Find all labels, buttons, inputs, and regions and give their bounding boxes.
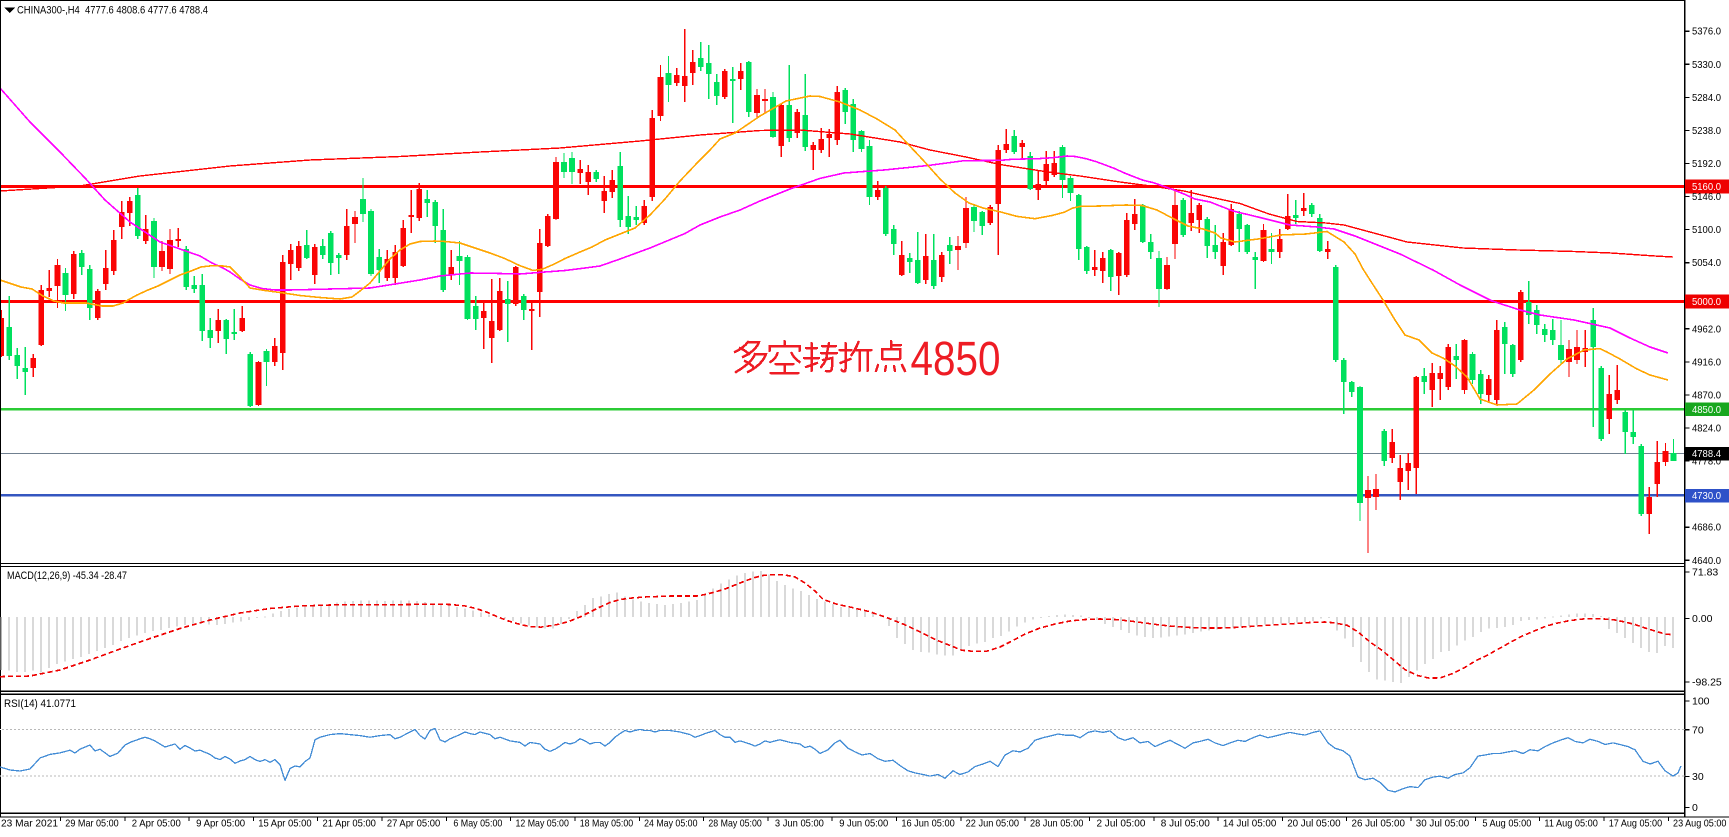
svg-text:5284.0: 5284.0 xyxy=(1692,92,1721,104)
svg-text:16 Jun 05:00: 16 Jun 05:00 xyxy=(901,818,955,830)
svg-text:5146.0: 5146.0 xyxy=(1692,191,1721,203)
svg-text:4824.0: 4824.0 xyxy=(1692,423,1721,435)
svg-text:8 Jul 05:00: 8 Jul 05:00 xyxy=(1161,818,1210,830)
svg-text:100: 100 xyxy=(1692,695,1710,707)
svg-text:4850.0: 4850.0 xyxy=(1692,404,1721,416)
svg-text:70: 70 xyxy=(1692,724,1704,736)
svg-text:11 Aug 05:00: 11 Aug 05:00 xyxy=(1544,818,1598,830)
svg-text:4640.0: 4640.0 xyxy=(1692,555,1721,567)
svg-text:CHINA300-,H4 4777.6 4808.6 47: CHINA300-,H4 4777.6 4808.6 4777.6 4788.4 xyxy=(17,5,208,17)
svg-text:5238.0: 5238.0 xyxy=(1692,125,1721,137)
svg-text:4788.4: 4788.4 xyxy=(1692,448,1721,460)
svg-text:MACD(12,26,9) -45.34 -28.47: MACD(12,26,9) -45.34 -28.47 xyxy=(7,570,127,582)
svg-text:0.00: 0.00 xyxy=(1692,613,1713,625)
svg-text:5 Aug 05:00: 5 Aug 05:00 xyxy=(1482,818,1531,830)
svg-text:0: 0 xyxy=(1692,802,1698,814)
svg-text:9 Apr 05:00: 9 Apr 05:00 xyxy=(196,818,245,830)
svg-text:4916.0: 4916.0 xyxy=(1692,356,1721,368)
svg-text:4870.0: 4870.0 xyxy=(1692,389,1721,401)
svg-text:9 Jun 05:00: 9 Jun 05:00 xyxy=(839,818,888,830)
svg-text:18 May 05:00: 18 May 05:00 xyxy=(580,818,634,830)
svg-text:17 Aug 05:00: 17 Aug 05:00 xyxy=(1609,818,1663,830)
svg-text:RSI(14) 41.0771: RSI(14) 41.0771 xyxy=(4,698,76,710)
svg-text:23 Mar 2021: 23 Mar 2021 xyxy=(1,818,58,830)
svg-text:29 Mar 05:00: 29 Mar 05:00 xyxy=(65,818,119,830)
svg-text:6 May 05:00: 6 May 05:00 xyxy=(453,818,502,830)
svg-text:22 Jun 05:00: 22 Jun 05:00 xyxy=(966,818,1020,830)
svg-text:5100.0: 5100.0 xyxy=(1692,224,1721,236)
svg-text:4730.0: 4730.0 xyxy=(1692,490,1721,502)
svg-text:21 Apr 05:00: 21 Apr 05:00 xyxy=(323,818,377,830)
svg-text:2 Jul 05:00: 2 Jul 05:00 xyxy=(1096,818,1145,830)
svg-text:14 Jul 05:00: 14 Jul 05:00 xyxy=(1223,818,1277,830)
svg-text:30 Jul 05:00: 30 Jul 05:00 xyxy=(1416,818,1470,830)
svg-text:2 Apr 05:00: 2 Apr 05:00 xyxy=(132,818,181,830)
svg-text:24 May 05:00: 24 May 05:00 xyxy=(644,818,698,830)
svg-text:26 Jul 05:00: 26 Jul 05:00 xyxy=(1352,818,1406,830)
svg-text:4778.0: 4778.0 xyxy=(1692,456,1721,468)
svg-text:5330.0: 5330.0 xyxy=(1692,59,1721,71)
svg-text:4686.0: 4686.0 xyxy=(1692,522,1721,534)
svg-text:5376.0: 5376.0 xyxy=(1692,26,1721,38)
svg-text:15 Apr 05:00: 15 Apr 05:00 xyxy=(258,818,312,830)
svg-text:-98.25: -98.25 xyxy=(1692,677,1722,689)
svg-text:30: 30 xyxy=(1692,771,1704,783)
svg-text:71.83: 71.83 xyxy=(1692,567,1718,579)
svg-text:20 Jul 05:00: 20 Jul 05:00 xyxy=(1287,818,1341,830)
svg-text:27 Apr 05:00: 27 Apr 05:00 xyxy=(387,818,441,830)
svg-text:4962.0: 4962.0 xyxy=(1692,323,1721,335)
svg-text:5192.0: 5192.0 xyxy=(1692,158,1721,170)
svg-text:5160.0: 5160.0 xyxy=(1692,181,1721,193)
svg-text:4850: 4850 xyxy=(911,333,1001,386)
svg-text:5000.0: 5000.0 xyxy=(1692,296,1721,308)
svg-text:23 Aug 05:00: 23 Aug 05:00 xyxy=(1673,818,1727,830)
svg-text:5054.0: 5054.0 xyxy=(1692,257,1721,269)
svg-text:28 May 05:00: 28 May 05:00 xyxy=(708,818,762,830)
svg-text:3 Jun 05:00: 3 Jun 05:00 xyxy=(775,818,824,830)
svg-text:12 May 05:00: 12 May 05:00 xyxy=(515,818,569,830)
svg-text:28 Jun 05:00: 28 Jun 05:00 xyxy=(1030,818,1084,830)
